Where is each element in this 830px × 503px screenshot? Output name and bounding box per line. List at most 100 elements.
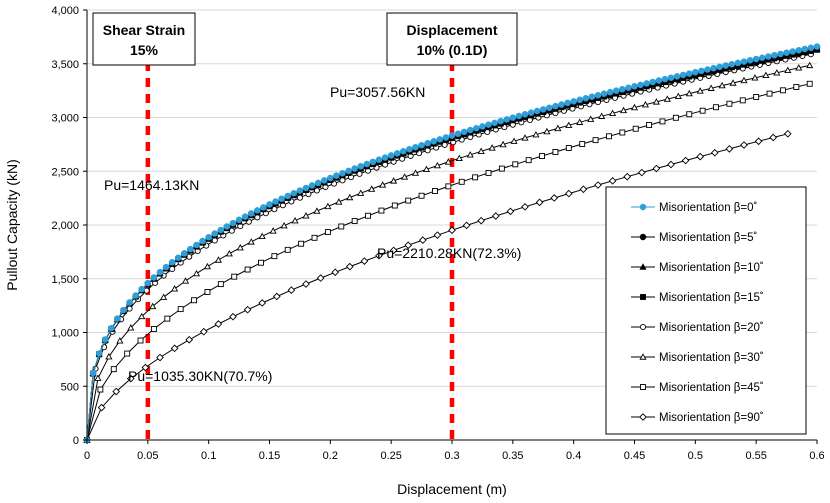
data-point bbox=[110, 366, 117, 373]
data-point bbox=[236, 243, 244, 251]
data-point bbox=[405, 197, 412, 204]
annotation-pu-2210: Pu=2210.28KN(72.3%) bbox=[377, 245, 521, 261]
x-tick-label: 0.05 bbox=[137, 450, 158, 462]
data-point bbox=[235, 216, 243, 224]
data-point bbox=[667, 160, 675, 169]
data-point bbox=[448, 226, 456, 235]
legend: Misorientation β=0˚ Misorientation β=5˚ Mi… bbox=[605, 186, 807, 435]
data-point bbox=[685, 89, 693, 97]
legend-label: Misorientation β=20˚ bbox=[659, 322, 764, 334]
data-point bbox=[773, 69, 781, 76]
data-point bbox=[521, 203, 529, 211]
data-point bbox=[203, 262, 212, 270]
data-point bbox=[777, 50, 784, 58]
data-point bbox=[509, 114, 517, 121]
legend-label: Misorientation β=90˚ bbox=[659, 412, 764, 424]
data-point bbox=[291, 216, 299, 224]
data-point bbox=[594, 181, 602, 189]
data-point bbox=[527, 109, 535, 116]
data-point bbox=[491, 212, 500, 220]
data-point bbox=[503, 116, 511, 123]
data-point bbox=[97, 386, 104, 393]
data-point bbox=[576, 96, 584, 104]
data-point bbox=[766, 90, 773, 97]
data-point bbox=[587, 115, 595, 122]
data-point bbox=[324, 202, 332, 210]
data-point bbox=[746, 57, 754, 64]
legend-marker bbox=[639, 353, 647, 360]
data-point bbox=[550, 194, 559, 202]
data-point bbox=[539, 153, 545, 159]
data-point bbox=[243, 305, 252, 314]
data-point bbox=[137, 337, 144, 344]
data-point bbox=[120, 306, 127, 314]
data-point bbox=[287, 286, 296, 294]
data-point bbox=[296, 194, 303, 201]
data-point bbox=[345, 167, 352, 175]
data-point bbox=[95, 350, 103, 357]
data-point bbox=[739, 97, 746, 104]
data-point bbox=[231, 273, 238, 280]
data-point bbox=[379, 181, 387, 188]
data-point bbox=[546, 104, 553, 111]
data-point bbox=[369, 158, 377, 166]
legend-marker bbox=[639, 263, 647, 270]
y-tick-label: 3,500 bbox=[51, 59, 79, 71]
data-point bbox=[280, 222, 288, 229]
shear-box-line1: Shear Strain bbox=[103, 22, 185, 38]
data-point bbox=[472, 174, 479, 181]
data-point bbox=[608, 177, 617, 185]
data-point bbox=[308, 182, 316, 189]
data-point bbox=[170, 344, 179, 353]
data-point bbox=[89, 369, 97, 377]
data-point bbox=[663, 95, 671, 102]
data-point bbox=[214, 320, 223, 328]
data-point bbox=[338, 223, 345, 230]
data-point bbox=[302, 280, 310, 288]
data-point bbox=[646, 122, 653, 129]
data-point bbox=[759, 54, 766, 61]
legend-label: Misorientation β=15˚ bbox=[659, 292, 764, 304]
x-tick-label: 0 bbox=[84, 450, 90, 462]
data-point bbox=[619, 106, 628, 114]
data-point bbox=[754, 137, 763, 146]
data-point bbox=[316, 274, 325, 282]
data-point bbox=[127, 324, 135, 331]
data-point bbox=[223, 223, 231, 230]
data-point bbox=[477, 147, 485, 155]
data-point bbox=[101, 336, 109, 343]
data-point bbox=[576, 118, 584, 125]
data-point bbox=[479, 123, 486, 130]
data-point bbox=[726, 100, 733, 107]
data-point bbox=[740, 141, 748, 149]
data-point bbox=[729, 79, 737, 86]
data-point bbox=[734, 59, 742, 67]
data-point bbox=[795, 46, 803, 54]
data-point bbox=[807, 44, 815, 52]
data-point bbox=[637, 81, 644, 89]
data-point bbox=[164, 315, 171, 322]
data-point bbox=[594, 91, 602, 99]
legend-label: Misorientation β=5˚ bbox=[659, 232, 757, 244]
data-point bbox=[314, 179, 322, 187]
y-tick-label: 3,000 bbox=[51, 113, 79, 125]
data-point bbox=[779, 87, 786, 94]
data-point bbox=[570, 98, 577, 105]
data-point bbox=[284, 192, 292, 200]
data-point bbox=[564, 189, 573, 198]
data-point bbox=[512, 161, 519, 168]
data-point bbox=[506, 207, 515, 216]
data-point bbox=[801, 45, 809, 53]
data-point bbox=[444, 158, 452, 165]
x-tick-label: 0.25 bbox=[380, 450, 401, 462]
data-point bbox=[254, 207, 261, 214]
data-point bbox=[381, 154, 389, 161]
data-point bbox=[619, 129, 626, 136]
data-point bbox=[498, 165, 505, 172]
data-point bbox=[588, 93, 596, 100]
data-point bbox=[491, 119, 498, 127]
data-point bbox=[661, 75, 669, 83]
data-point bbox=[783, 49, 790, 56]
data-point bbox=[174, 254, 182, 261]
data-point bbox=[606, 88, 614, 96]
